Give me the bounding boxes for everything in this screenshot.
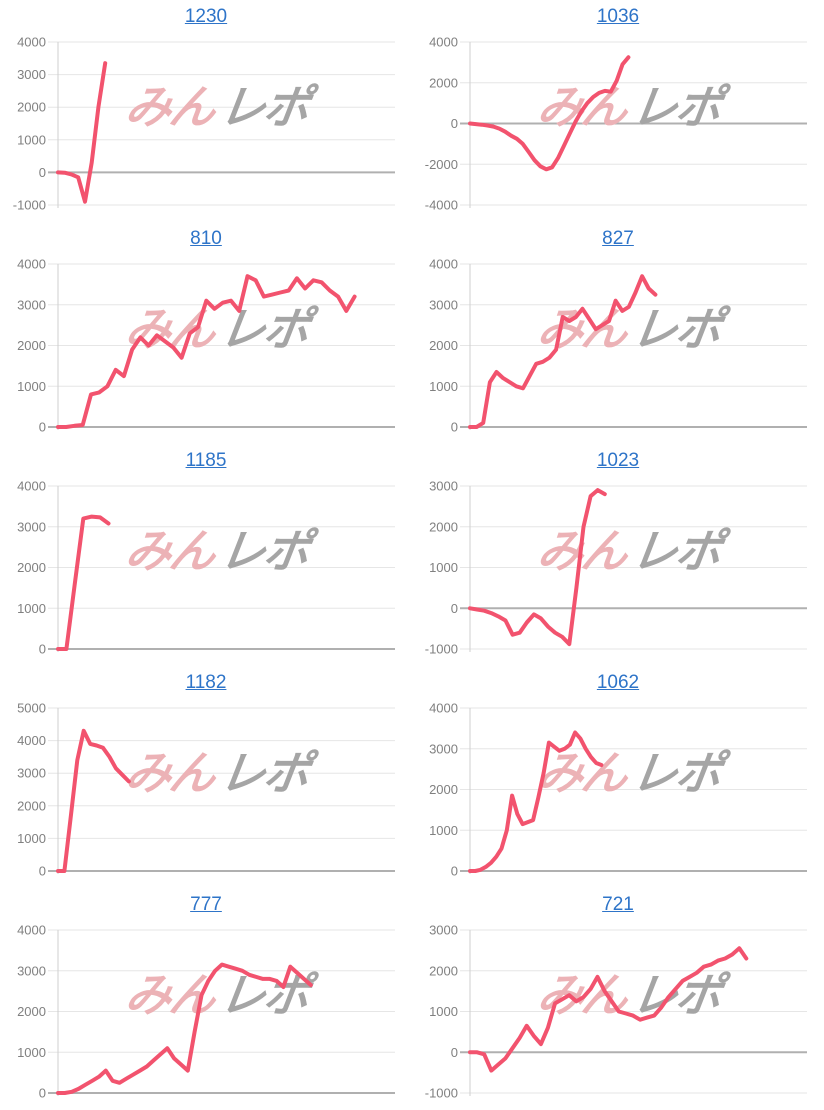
chart-title-link[interactable]: 1023 bbox=[596, 450, 640, 471]
svg-text:0: 0 bbox=[451, 1045, 458, 1060]
chart-title-row: 1036 bbox=[412, 0, 824, 34]
chart-title-row: 721 bbox=[412, 888, 824, 922]
chart-card: 1182 5000 4000 3000 2000 1000 0 みんレポ bbox=[0, 666, 412, 888]
svg-text:0: 0 bbox=[39, 165, 46, 180]
chart-card: 1062 4000 3000 2000 1000 0 みんレポ bbox=[412, 666, 824, 888]
svg-text:2000: 2000 bbox=[429, 75, 458, 90]
svg-text:2000: 2000 bbox=[429, 519, 458, 534]
chart-title-row: 1185 bbox=[0, 444, 412, 478]
chart-title-row: 1023 bbox=[412, 444, 824, 478]
chart-title-link[interactable]: 827 bbox=[602, 228, 634, 249]
svg-text:1000: 1000 bbox=[429, 379, 458, 394]
svg-text:2000: 2000 bbox=[17, 338, 46, 353]
svg-text:3000: 3000 bbox=[429, 297, 458, 312]
chart-title-row: 777 bbox=[0, 888, 412, 922]
svg-text:0: 0 bbox=[39, 420, 46, 435]
svg-text:4000: 4000 bbox=[17, 257, 46, 272]
svg-text:4000: 4000 bbox=[429, 701, 458, 716]
chart-card: 721 3000 2000 1000 0 -1000 みんレポ bbox=[412, 888, 824, 1110]
svg-text:0: 0 bbox=[39, 1086, 46, 1101]
chart-title-link[interactable]: 1185 bbox=[185, 450, 227, 471]
chart-title-row: 1062 bbox=[412, 666, 824, 700]
svg-text:4000: 4000 bbox=[17, 479, 46, 494]
svg-text:0: 0 bbox=[451, 420, 458, 435]
svg-text:0: 0 bbox=[451, 864, 458, 879]
svg-text:1000: 1000 bbox=[429, 560, 458, 575]
svg-text:0: 0 bbox=[39, 864, 46, 879]
svg-text:2000: 2000 bbox=[429, 782, 458, 797]
svg-text:2000: 2000 bbox=[17, 1004, 46, 1019]
chart-title-link[interactable]: 1230 bbox=[184, 6, 228, 27]
svg-text:0: 0 bbox=[451, 116, 458, 131]
chart-card: 810 4000 3000 2000 1000 0 みんレポ bbox=[0, 222, 412, 444]
chart-title-link[interactable]: 777 bbox=[190, 894, 222, 915]
svg-text:2000: 2000 bbox=[17, 798, 46, 813]
chart-title-link[interactable]: 1062 bbox=[596, 672, 640, 693]
svg-text:3000: 3000 bbox=[429, 741, 458, 756]
svg-text:3000: 3000 bbox=[17, 297, 46, 312]
svg-text:1000: 1000 bbox=[17, 601, 46, 616]
svg-text:-1000: -1000 bbox=[425, 1086, 458, 1101]
svg-text:-2000: -2000 bbox=[425, 157, 458, 172]
chart-title-row: 827 bbox=[412, 222, 824, 256]
chart-card: 777 4000 3000 2000 1000 0 みんレポ bbox=[0, 888, 412, 1110]
svg-text:1000: 1000 bbox=[429, 823, 458, 838]
chart-card: 1185 4000 3000 2000 1000 0 みんレポ bbox=[0, 444, 412, 666]
svg-text:1000: 1000 bbox=[429, 1004, 458, 1019]
svg-text:0: 0 bbox=[451, 601, 458, 616]
svg-text:-4000: -4000 bbox=[425, 198, 458, 213]
svg-text:3000: 3000 bbox=[17, 766, 46, 781]
chart-card: 827 4000 3000 2000 1000 0 みんレポ bbox=[412, 222, 824, 444]
svg-text:3000: 3000 bbox=[17, 519, 46, 534]
svg-text:2000: 2000 bbox=[429, 963, 458, 978]
chart-title-link[interactable]: 721 bbox=[602, 894, 634, 915]
svg-text:3000: 3000 bbox=[429, 923, 458, 938]
svg-text:2000: 2000 bbox=[429, 338, 458, 353]
svg-text:-1000: -1000 bbox=[13, 198, 46, 213]
chart-card: 1230 4000 3000 2000 1000 0 -1000 みんレポ bbox=[0, 0, 412, 222]
svg-text:1000: 1000 bbox=[17, 379, 46, 394]
chart-title-row: 1182 bbox=[0, 666, 412, 700]
svg-text:1000: 1000 bbox=[17, 132, 46, 147]
svg-text:3000: 3000 bbox=[429, 479, 458, 494]
svg-text:3000: 3000 bbox=[17, 963, 46, 978]
chart-title-link[interactable]: 810 bbox=[190, 228, 222, 249]
chart-title-link[interactable]: 1182 bbox=[185, 672, 227, 693]
svg-text:3000: 3000 bbox=[17, 67, 46, 82]
svg-text:5000: 5000 bbox=[17, 701, 46, 716]
svg-text:2000: 2000 bbox=[17, 560, 46, 575]
svg-text:0: 0 bbox=[39, 642, 46, 657]
chart-title-row: 810 bbox=[0, 222, 412, 256]
svg-text:-1000: -1000 bbox=[425, 642, 458, 657]
svg-text:4000: 4000 bbox=[17, 923, 46, 938]
svg-text:4000: 4000 bbox=[17, 733, 46, 748]
chart-card: 1023 3000 2000 1000 0 -1000 みんレポ bbox=[412, 444, 824, 666]
svg-text:1000: 1000 bbox=[17, 1045, 46, 1060]
svg-text:4000: 4000 bbox=[429, 35, 458, 50]
svg-text:2000: 2000 bbox=[17, 100, 46, 115]
svg-text:4000: 4000 bbox=[429, 257, 458, 272]
chart-title-row: 1230 bbox=[0, 0, 412, 34]
svg-text:4000: 4000 bbox=[17, 35, 46, 50]
chart-card: 1036 4000 2000 0 -2000 -4000 みんレポ bbox=[412, 0, 824, 222]
chart-title-link[interactable]: 1036 bbox=[596, 6, 640, 27]
svg-text:1000: 1000 bbox=[17, 831, 46, 846]
